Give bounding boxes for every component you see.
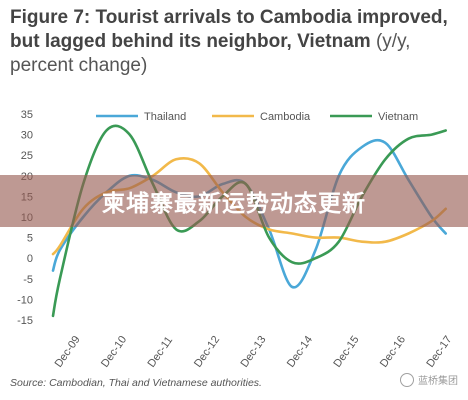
chart-title: Figure 7: Tourist arrivals to Cambodia i… bbox=[10, 6, 460, 78]
chart-title-unit: (y/y, percent change) bbox=[10, 31, 411, 76]
y-tick-label: -15 bbox=[17, 315, 33, 327]
y-tick-label: -5 bbox=[23, 274, 33, 286]
x-tick-label: Dec-09 bbox=[53, 334, 83, 370]
x-tick-label: Dec-17 bbox=[424, 334, 454, 370]
watermark: 蓝桥集团 bbox=[400, 372, 458, 387]
chart-source: Source: Cambodian, Thai and Vietnamese a… bbox=[10, 377, 262, 389]
x-tick-label: Dec-13 bbox=[238, 334, 268, 370]
legend-label-cambodia: Cambodia bbox=[260, 111, 311, 123]
y-tick-label: 35 bbox=[21, 109, 33, 121]
legend-label-thailand: Thailand bbox=[144, 111, 186, 123]
x-tick-label: Dec-15 bbox=[331, 334, 361, 370]
x-tick-label: Dec-12 bbox=[192, 334, 222, 370]
x-tick-label: Dec-16 bbox=[378, 334, 408, 370]
watermark-logo-icon bbox=[400, 372, 414, 387]
y-tick-label: 30 bbox=[21, 130, 33, 142]
x-tick-label: Dec-10 bbox=[99, 334, 129, 370]
overlay-banner-text: 柬埔寨最新运势动态更新 bbox=[102, 191, 366, 217]
overlay-banner: 柬埔寨最新运势动态更新 bbox=[0, 175, 468, 227]
y-tick-label: 25 bbox=[21, 150, 33, 162]
y-tick-label: 5 bbox=[27, 233, 33, 245]
x-tick-label: Dec-14 bbox=[285, 334, 315, 370]
watermark-text: 蓝桥集团 bbox=[418, 376, 458, 387]
chart-title-main: Figure 7: Tourist arrivals to Cambodia i… bbox=[10, 7, 448, 52]
y-tick-label: -10 bbox=[17, 294, 33, 306]
x-tick-label: Dec-11 bbox=[146, 334, 176, 369]
y-tick-label: 0 bbox=[27, 253, 33, 265]
legend-label-vietnam: Vietnam bbox=[378, 111, 418, 123]
